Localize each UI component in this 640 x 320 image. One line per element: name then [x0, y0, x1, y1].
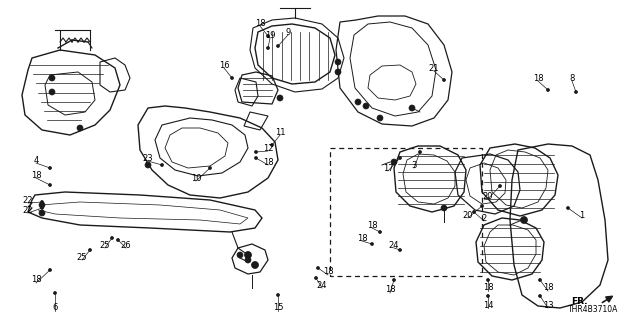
Circle shape — [499, 185, 502, 188]
Circle shape — [520, 217, 527, 223]
Text: 25: 25 — [77, 252, 87, 261]
Circle shape — [486, 278, 490, 282]
Circle shape — [442, 78, 445, 82]
Circle shape — [378, 230, 381, 234]
Text: 20: 20 — [483, 191, 493, 201]
Circle shape — [54, 292, 56, 294]
Circle shape — [317, 267, 319, 269]
Circle shape — [40, 201, 44, 204]
Text: 16: 16 — [219, 60, 229, 69]
Text: 18: 18 — [31, 276, 42, 284]
Circle shape — [314, 276, 317, 279]
Circle shape — [244, 252, 252, 259]
Circle shape — [276, 44, 280, 47]
Circle shape — [255, 150, 257, 154]
Text: 18: 18 — [255, 19, 266, 28]
Text: 18: 18 — [483, 284, 493, 292]
Circle shape — [88, 249, 92, 252]
Circle shape — [486, 294, 490, 298]
Text: 18: 18 — [385, 285, 396, 294]
Bar — [330, 148, 482, 276]
Text: 14: 14 — [483, 300, 493, 309]
Circle shape — [145, 162, 151, 168]
Circle shape — [566, 206, 570, 210]
Circle shape — [49, 183, 51, 187]
Text: 21: 21 — [429, 63, 439, 73]
Text: 3: 3 — [412, 161, 417, 170]
Text: 17: 17 — [383, 164, 394, 172]
Circle shape — [538, 294, 541, 298]
Text: 24: 24 — [388, 241, 399, 250]
Text: 22: 22 — [23, 205, 33, 214]
Circle shape — [377, 115, 383, 121]
Text: THR4B3710A: THR4B3710A — [568, 305, 618, 314]
Circle shape — [255, 156, 257, 159]
Circle shape — [399, 156, 401, 159]
Text: 26: 26 — [121, 241, 131, 250]
Text: 13: 13 — [543, 300, 554, 309]
Text: 10: 10 — [191, 173, 201, 182]
Circle shape — [116, 238, 120, 242]
Circle shape — [419, 150, 422, 154]
Circle shape — [371, 243, 374, 245]
Circle shape — [409, 105, 415, 111]
Circle shape — [271, 143, 273, 147]
Circle shape — [392, 278, 396, 282]
Text: FR.: FR. — [572, 298, 588, 307]
Circle shape — [472, 211, 476, 213]
Text: 18: 18 — [323, 268, 333, 276]
Text: 19: 19 — [265, 30, 275, 39]
Circle shape — [237, 252, 243, 258]
Text: 18: 18 — [532, 74, 543, 83]
Circle shape — [335, 69, 341, 75]
Text: 18: 18 — [367, 220, 378, 229]
Circle shape — [547, 89, 550, 92]
Circle shape — [49, 166, 51, 170]
Text: 20: 20 — [463, 211, 473, 220]
Circle shape — [49, 89, 55, 95]
Text: 11: 11 — [275, 127, 285, 137]
Text: 8: 8 — [570, 74, 575, 83]
Text: 18: 18 — [543, 284, 554, 292]
Circle shape — [266, 46, 269, 50]
Circle shape — [355, 99, 361, 105]
Text: 1: 1 — [579, 211, 584, 220]
Circle shape — [252, 261, 259, 268]
Circle shape — [230, 76, 234, 79]
Text: 18: 18 — [262, 157, 273, 166]
Circle shape — [363, 103, 369, 109]
Text: 2: 2 — [481, 213, 486, 222]
Text: 25: 25 — [100, 241, 110, 250]
Circle shape — [77, 125, 83, 131]
Circle shape — [111, 236, 113, 239]
Text: 15: 15 — [273, 303, 284, 313]
Text: 18: 18 — [31, 171, 42, 180]
Circle shape — [391, 159, 397, 165]
Circle shape — [481, 204, 483, 207]
Circle shape — [40, 206, 44, 210]
Circle shape — [441, 205, 447, 211]
Circle shape — [49, 268, 51, 271]
Text: 12: 12 — [263, 143, 273, 153]
Circle shape — [245, 257, 251, 263]
Text: 4: 4 — [33, 156, 38, 164]
Text: 22: 22 — [23, 196, 33, 204]
Text: 18: 18 — [356, 234, 367, 243]
Text: 24: 24 — [317, 281, 327, 290]
Text: 9: 9 — [285, 28, 291, 36]
Circle shape — [49, 75, 55, 81]
Circle shape — [39, 210, 45, 216]
Text: 6: 6 — [52, 303, 58, 313]
Text: 23: 23 — [143, 154, 154, 163]
Circle shape — [161, 164, 163, 166]
Circle shape — [277, 95, 283, 101]
Circle shape — [575, 91, 577, 93]
Circle shape — [399, 249, 401, 252]
Circle shape — [276, 293, 280, 297]
Circle shape — [335, 59, 341, 65]
Circle shape — [209, 166, 211, 170]
Circle shape — [266, 35, 269, 37]
Circle shape — [538, 278, 541, 282]
Circle shape — [39, 202, 45, 208]
